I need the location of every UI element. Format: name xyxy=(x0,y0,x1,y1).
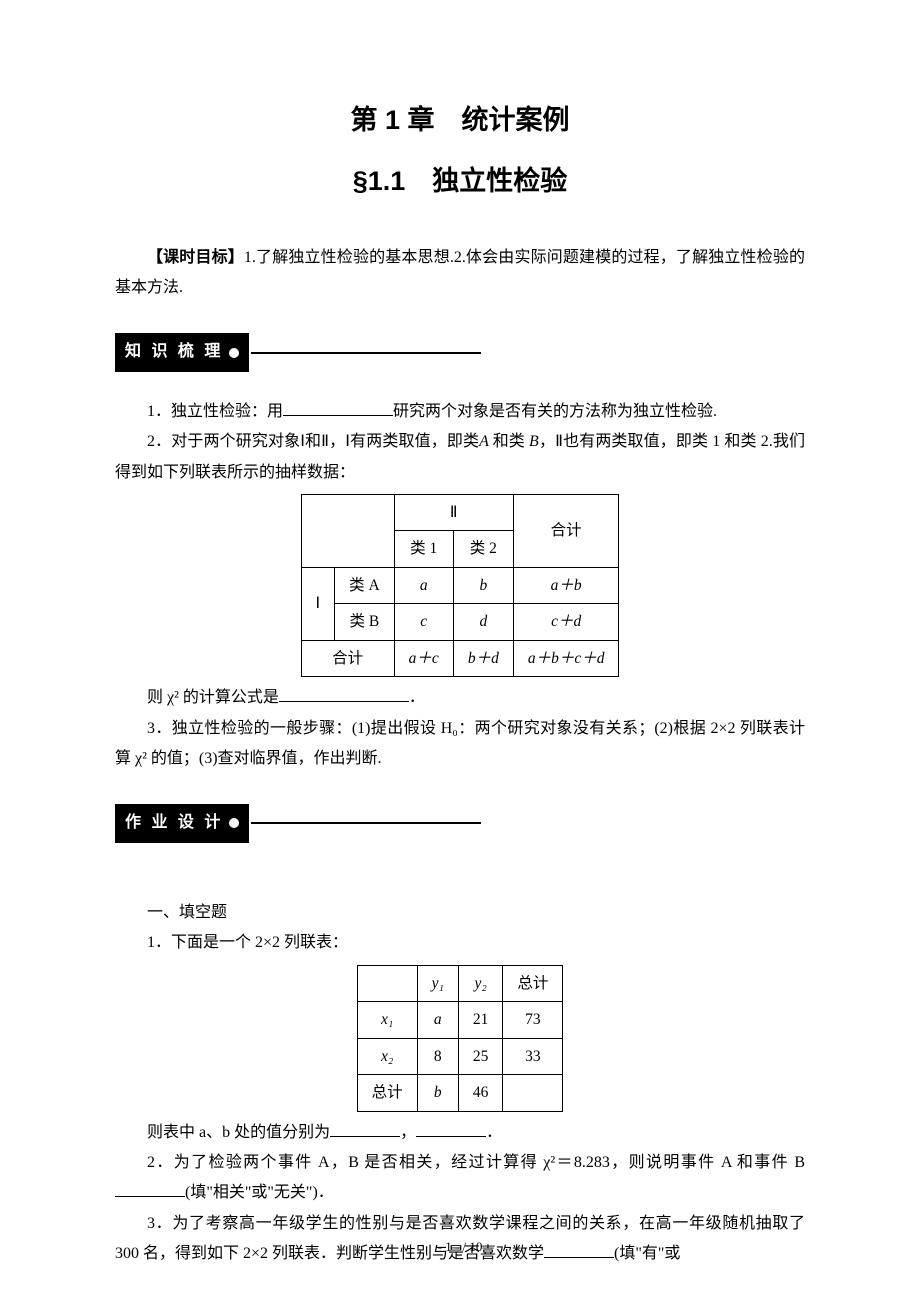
t2-cell xyxy=(503,1075,563,1111)
ex2-tail: (填"相关"或"无关")． xyxy=(185,1184,334,1201)
t2-x1: x₁ xyxy=(357,1002,417,1038)
section-title: §1.1 独立性检验 xyxy=(115,156,805,207)
t1-class2: 类 2 xyxy=(453,531,513,567)
t2-cell: 46 xyxy=(458,1075,503,1111)
t1-sum-label: 合计 xyxy=(513,494,619,567)
t1-class1: 类 1 xyxy=(394,531,453,567)
k2-pre: 2．对于两个研究对象Ⅰ和Ⅱ，Ⅰ有两类取值，即类 xyxy=(147,433,479,450)
k2-after-text: 则 χ² 的计算公式是 xyxy=(147,689,279,706)
k1: 1．独立性检验：用 研究两个对象是否有关的方法称为独立性检验. xyxy=(115,397,805,427)
t2-total-row: 总计 xyxy=(357,1075,417,1111)
t1-classA: 类 A xyxy=(335,567,395,603)
blank-input[interactable] xyxy=(330,1122,400,1136)
t2-cell: 73 xyxy=(503,1002,563,1038)
chapter-title: 第 1 章 统计案例 xyxy=(115,95,805,146)
t1-d: d xyxy=(453,604,513,640)
t2-cell: 8 xyxy=(417,1038,458,1074)
section-rule xyxy=(251,822,481,824)
k2-after: 则 χ² 的计算公式是． xyxy=(115,683,805,713)
page-footer: - 1 - / 10 xyxy=(0,1235,920,1260)
ex-heading: 一、填空题 xyxy=(115,898,805,928)
t1-abcd: a＋b＋c＋d xyxy=(513,640,619,676)
goals-label: 【课时目标】 xyxy=(147,249,244,266)
ex1: 1．下面是一个 2×2 列联表： xyxy=(115,928,805,958)
k1-tail: 研究两个对象是否有关的方法称为独立性检验. xyxy=(393,403,717,420)
k3: 3．独立性检验的一般步骤：(1)提出假设 H₀：两个研究对象没有关系；(2)根据… xyxy=(115,714,805,775)
blank-input[interactable] xyxy=(115,1183,185,1197)
t1-rowgroup: Ⅰ xyxy=(301,567,335,640)
t1-bd: b＋d xyxy=(453,640,513,676)
t1-ac: a＋c xyxy=(394,640,453,676)
t1-cd: c＋d xyxy=(513,604,619,640)
t1-ab: a＋b xyxy=(513,567,619,603)
blank-input[interactable] xyxy=(416,1122,486,1136)
ex1-table: y₁ y₂ 总计 x₁ a 21 73 x₂ 8 25 33 总计 b 46 xyxy=(357,965,564,1112)
t1-a: a xyxy=(394,567,453,603)
ex1-after: 则表中 a、b 处的值分别为，． xyxy=(115,1118,805,1148)
section-header-exercise: 作 业 设 计 xyxy=(115,804,805,842)
t2-x2: x₂ xyxy=(357,1038,417,1074)
section-rule xyxy=(251,352,481,354)
ex2-pre: 2．为了检验两个事件 A，B 是否相关，经过计算得 χ²＝8.283，则说明事件… xyxy=(147,1154,805,1171)
section-tag: 作 业 设 计 xyxy=(115,804,249,842)
t2-total: 总计 xyxy=(503,965,563,1001)
ex1-after-text: 则表中 a、b 处的值分别为 xyxy=(147,1124,330,1141)
t1-sum-row: 合计 xyxy=(301,640,394,676)
t2-cell: 21 xyxy=(458,1002,503,1038)
dot-icon xyxy=(229,348,239,358)
goals: 【课时目标】1.了解独立性检验的基本思想.2.体会由实际问题建模的过程，了解独立… xyxy=(115,243,805,304)
section-tag-text: 作 业 设 计 xyxy=(125,808,223,838)
k2-mid1: 和类 xyxy=(493,433,525,450)
t2-cell: a xyxy=(417,1002,458,1038)
t2-cell: 25 xyxy=(458,1038,503,1074)
blank-input[interactable] xyxy=(279,688,409,702)
section-tag: 知 识 梳 理 xyxy=(115,333,249,371)
t2-y1: y₁ xyxy=(417,965,458,1001)
section-tag-text: 知 识 梳 理 xyxy=(125,337,223,367)
t2-cell: b xyxy=(417,1075,458,1111)
dot-icon xyxy=(229,818,239,828)
ex2: 2．为了检验两个事件 A，B 是否相关，经过计算得 χ²＝8.283，则说明事件… xyxy=(115,1148,805,1209)
t1-c: c xyxy=(394,604,453,640)
t1-col-group: Ⅱ xyxy=(394,494,513,530)
blank-input[interactable] xyxy=(283,401,393,415)
t2-y2: y₂ xyxy=(458,965,503,1001)
t1-classB: 类 B xyxy=(335,604,395,640)
k2: 2．对于两个研究对象Ⅰ和Ⅱ，Ⅰ有两类取值，即类A 和类 B，Ⅱ也有两类取值，即类… xyxy=(115,427,805,488)
t1-b: b xyxy=(453,567,513,603)
k1-pre: 1．独立性检验：用 xyxy=(147,403,283,420)
contingency-table-template: Ⅱ 合计 类 1 类 2 Ⅰ 类 A a b a＋b 类 B c d c＋d 合… xyxy=(301,494,620,677)
t2-cell: 33 xyxy=(503,1038,563,1074)
section-header-knowledge: 知 识 梳 理 xyxy=(115,333,805,371)
